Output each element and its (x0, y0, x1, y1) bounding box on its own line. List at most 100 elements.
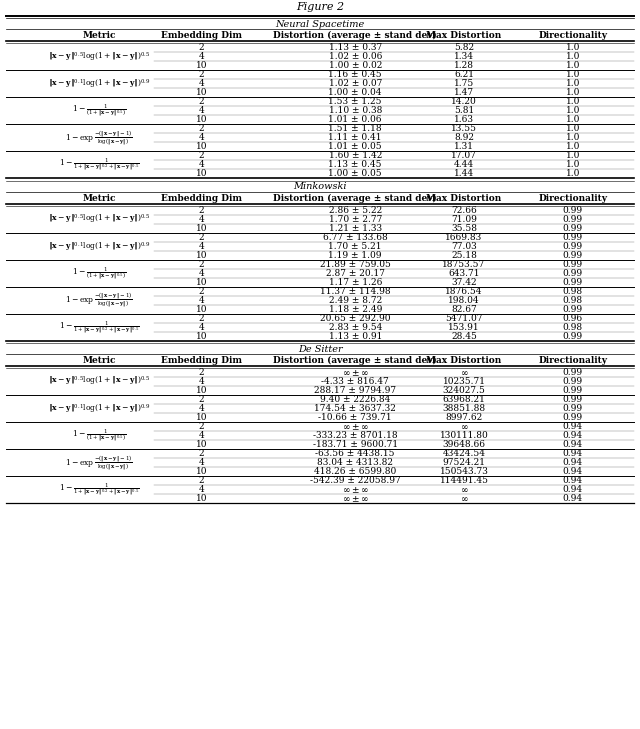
Text: 2.86 ± 5.22: 2.86 ± 5.22 (328, 206, 382, 215)
Text: 1.70 ± 5.21: 1.70 ± 5.21 (328, 242, 382, 251)
Text: 2: 2 (199, 286, 204, 296)
Text: 4: 4 (199, 106, 204, 115)
Text: 1.34: 1.34 (454, 52, 474, 61)
Text: 4: 4 (199, 79, 204, 88)
Text: 10: 10 (196, 61, 207, 71)
Text: Embedding Dim: Embedding Dim (161, 194, 242, 203)
Text: $\|\mathbf{x}-\mathbf{y}\|^{0.5}\log(1+\|\mathbf{x}-\mathbf{y}\|)^{0.5}$: $\|\mathbf{x}-\mathbf{y}\|^{0.5}\log(1+\… (48, 50, 150, 63)
Text: 2: 2 (199, 476, 204, 486)
Text: 0.94: 0.94 (563, 449, 583, 458)
Text: 1.13 ± 0.45: 1.13 ± 0.45 (328, 160, 382, 169)
Text: 153.91: 153.91 (448, 323, 480, 332)
Text: De Sitter: De Sitter (298, 345, 342, 354)
Text: 1.17 ± 1.26: 1.17 ± 1.26 (328, 278, 382, 286)
Text: $\infty$: $\infty$ (460, 486, 468, 494)
Text: 1.10 ± 0.38: 1.10 ± 0.38 (328, 106, 382, 115)
Text: 6.77 ± 133.68: 6.77 ± 133.68 (323, 233, 388, 242)
Text: 2: 2 (199, 260, 204, 269)
Text: 1.0: 1.0 (566, 115, 580, 125)
Text: 418.26 ± 6599.80: 418.26 ± 6599.80 (314, 467, 396, 476)
Text: 0.98: 0.98 (563, 296, 583, 305)
Text: 1.00 ± 0.02: 1.00 ± 0.02 (328, 61, 382, 71)
Text: 1.70 ± 2.77: 1.70 ± 2.77 (328, 215, 382, 224)
Text: 10: 10 (196, 169, 207, 179)
Text: 0.94: 0.94 (563, 467, 583, 476)
Text: 2: 2 (199, 71, 204, 79)
Text: 1.31: 1.31 (454, 142, 474, 152)
Text: 8.92: 8.92 (454, 133, 474, 142)
Text: 0.99: 0.99 (563, 332, 583, 340)
Text: $1 - \frac{1}{1+\|\mathbf{x}-\mathbf{y}\|^{0.2}+\|\mathbf{x}-\mathbf{y}\|^{0.5}}: $1 - \frac{1}{1+\|\mathbf{x}-\mathbf{y}\… (59, 157, 140, 174)
Text: 1.0: 1.0 (566, 152, 580, 160)
Text: 1.0: 1.0 (566, 125, 580, 133)
Text: 174.54 ± 3637.32: 174.54 ± 3637.32 (314, 404, 396, 413)
Text: 0.99: 0.99 (563, 251, 583, 260)
Text: $\|\mathbf{x}-\mathbf{y}\|^{0.1}\log(1+\|\mathbf{x}-\mathbf{y}\|)^{0.9}$: $\|\mathbf{x}-\mathbf{y}\|^{0.1}\log(1+\… (48, 402, 150, 415)
Text: 2.49 ± 8.72: 2.49 ± 8.72 (328, 296, 382, 305)
Text: 1.0: 1.0 (566, 98, 580, 106)
Text: -183.71 ± 9600.71: -183.71 ± 9600.71 (312, 440, 398, 449)
Text: 2.87 ± 20.17: 2.87 ± 20.17 (326, 269, 385, 278)
Text: 5.81: 5.81 (454, 106, 474, 115)
Text: $\infty \pm \infty$: $\infty \pm \infty$ (342, 494, 369, 504)
Text: Embedding Dim: Embedding Dim (161, 356, 242, 365)
Text: 2: 2 (199, 98, 204, 106)
Text: 0.99: 0.99 (563, 206, 583, 215)
Text: 0.99: 0.99 (563, 395, 583, 404)
Text: -10.66 ± 739.71: -10.66 ± 739.71 (318, 413, 392, 422)
Text: 324027.5: 324027.5 (443, 386, 485, 395)
Text: 1.53 ± 1.25: 1.53 ± 1.25 (328, 98, 382, 106)
Text: Metric: Metric (83, 194, 116, 203)
Text: 1.0: 1.0 (566, 44, 580, 52)
Text: Directionality: Directionality (538, 31, 607, 40)
Text: 82.67: 82.67 (451, 305, 477, 313)
Text: 1.60 ± 1.42: 1.60 ± 1.42 (328, 152, 382, 160)
Text: 10: 10 (196, 88, 207, 98)
Text: 39648.66: 39648.66 (442, 440, 486, 449)
Text: 150543.73: 150543.73 (440, 467, 488, 476)
Text: 10: 10 (196, 440, 207, 449)
Text: 288.17 ± 9794.97: 288.17 ± 9794.97 (314, 386, 396, 395)
Text: 63968.21: 63968.21 (443, 395, 485, 404)
Text: 5.82: 5.82 (454, 44, 474, 52)
Text: 0.99: 0.99 (563, 215, 583, 224)
Text: 1.01 ± 0.06: 1.01 ± 0.06 (328, 115, 382, 125)
Text: 1.13 ± 0.37: 1.13 ± 0.37 (328, 44, 382, 52)
Text: 1.0: 1.0 (566, 71, 580, 79)
Text: $\infty$: $\infty$ (460, 422, 468, 431)
Text: 14.20: 14.20 (451, 98, 477, 106)
Text: -542.39 ± 22058.97: -542.39 ± 22058.97 (310, 476, 401, 486)
Text: 0.94: 0.94 (563, 431, 583, 440)
Text: 0.99: 0.99 (563, 386, 583, 395)
Text: 1669.83: 1669.83 (445, 233, 483, 242)
Text: Metric: Metric (83, 356, 116, 365)
Text: 37.42: 37.42 (451, 278, 477, 286)
Text: Metric: Metric (83, 31, 116, 40)
Text: 10: 10 (196, 251, 207, 260)
Text: -333.23 ± 8701.18: -333.23 ± 8701.18 (313, 431, 397, 440)
Text: 2: 2 (199, 422, 204, 431)
Text: 1.0: 1.0 (566, 61, 580, 71)
Text: 1.01 ± 0.05: 1.01 ± 0.05 (328, 142, 382, 152)
Text: 20.65 ± 292.90: 20.65 ± 292.90 (320, 313, 390, 323)
Text: $1 - \frac{1}{1+\|\mathbf{x}-\mathbf{y}\|^{0.2}+\|\mathbf{x}-\mathbf{y}\|^{0.5}}: $1 - \frac{1}{1+\|\mathbf{x}-\mathbf{y}\… (59, 481, 140, 498)
Text: 0.94: 0.94 (563, 486, 583, 494)
Text: 643.71: 643.71 (448, 269, 480, 278)
Text: 77.03: 77.03 (451, 242, 477, 251)
Text: 4: 4 (199, 377, 204, 386)
Text: 130111.80: 130111.80 (440, 431, 488, 440)
Text: Embedding Dim: Embedding Dim (161, 31, 242, 40)
Text: 10: 10 (196, 305, 207, 313)
Text: 4: 4 (199, 215, 204, 224)
Text: 0.99: 0.99 (563, 404, 583, 413)
Text: 1.75: 1.75 (454, 79, 474, 88)
Text: 13.55: 13.55 (451, 125, 477, 133)
Text: $\infty \pm \infty$: $\infty \pm \infty$ (342, 485, 369, 495)
Text: 10235.71: 10235.71 (442, 377, 486, 386)
Text: $\infty \pm \infty$: $\infty \pm \infty$ (342, 367, 369, 378)
Text: 1.0: 1.0 (566, 88, 580, 98)
Text: 0.99: 0.99 (563, 260, 583, 269)
Text: 4: 4 (199, 133, 204, 142)
Text: 4: 4 (199, 242, 204, 251)
Text: $1 - \frac{1}{(1+\|\mathbf{x}-\mathbf{y}\|^{0.5})}$: $1 - \frac{1}{(1+\|\mathbf{x}-\mathbf{y}… (72, 103, 127, 120)
